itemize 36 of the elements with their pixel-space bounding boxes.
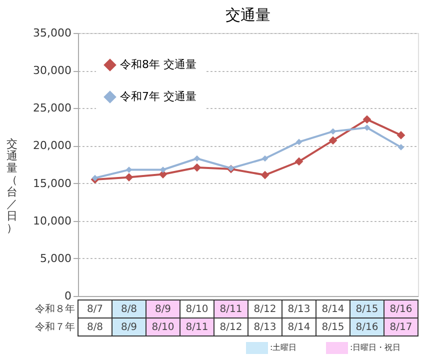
x-tick-label: 8/11	[220, 304, 242, 315]
text: :日曜日・祝日	[350, 343, 401, 352]
y-tick-label: 0	[64, 290, 72, 302]
y-tick-label: 35,000	[33, 26, 72, 40]
y-tick-label: 10,000	[33, 214, 72, 228]
x-tick-label: 8/8	[120, 304, 138, 315]
legend-label: 令和7年 交通量	[120, 90, 196, 103]
text: 8/13	[254, 322, 276, 333]
text: 8/9	[120, 322, 138, 333]
text: 8/17	[390, 322, 412, 333]
x-tick-label: 8/9	[154, 304, 172, 315]
legend-label: 令和8年 交通量	[120, 58, 196, 71]
text: 8/8	[86, 322, 104, 333]
text: 8/15	[322, 322, 344, 333]
text: :土曜日	[270, 343, 297, 352]
text: 8/11	[186, 322, 208, 333]
x-tick-label: 8/10	[186, 304, 208, 315]
x-tick-label: 8/14	[322, 304, 344, 315]
x-tick-label: 8/15	[356, 304, 378, 315]
text: 8/12	[220, 322, 242, 333]
y-tick-label: 25,000	[33, 102, 72, 115]
y-axis-title: 交通量（台／日）	[6, 138, 18, 234]
x-tick-label: 8/12	[254, 304, 276, 315]
text: 令和８年	[35, 303, 75, 315]
text: 8/10	[152, 322, 174, 333]
y-tick-label: 20,000	[33, 139, 72, 152]
y-tick-label: 15,000	[33, 176, 72, 190]
x-tick-label: 8/13	[288, 304, 310, 315]
chart-title: 交通量	[226, 6, 270, 24]
text: 令和７年	[35, 321, 75, 333]
x-tick-label: 8/16	[390, 304, 412, 315]
text: 8/16	[356, 322, 378, 333]
y-tick-label: 5,000	[40, 252, 72, 265]
x-tick-label: 8/7	[86, 304, 104, 315]
y-tick-label: 30,000	[33, 64, 72, 78]
text: 8/14	[288, 322, 310, 333]
